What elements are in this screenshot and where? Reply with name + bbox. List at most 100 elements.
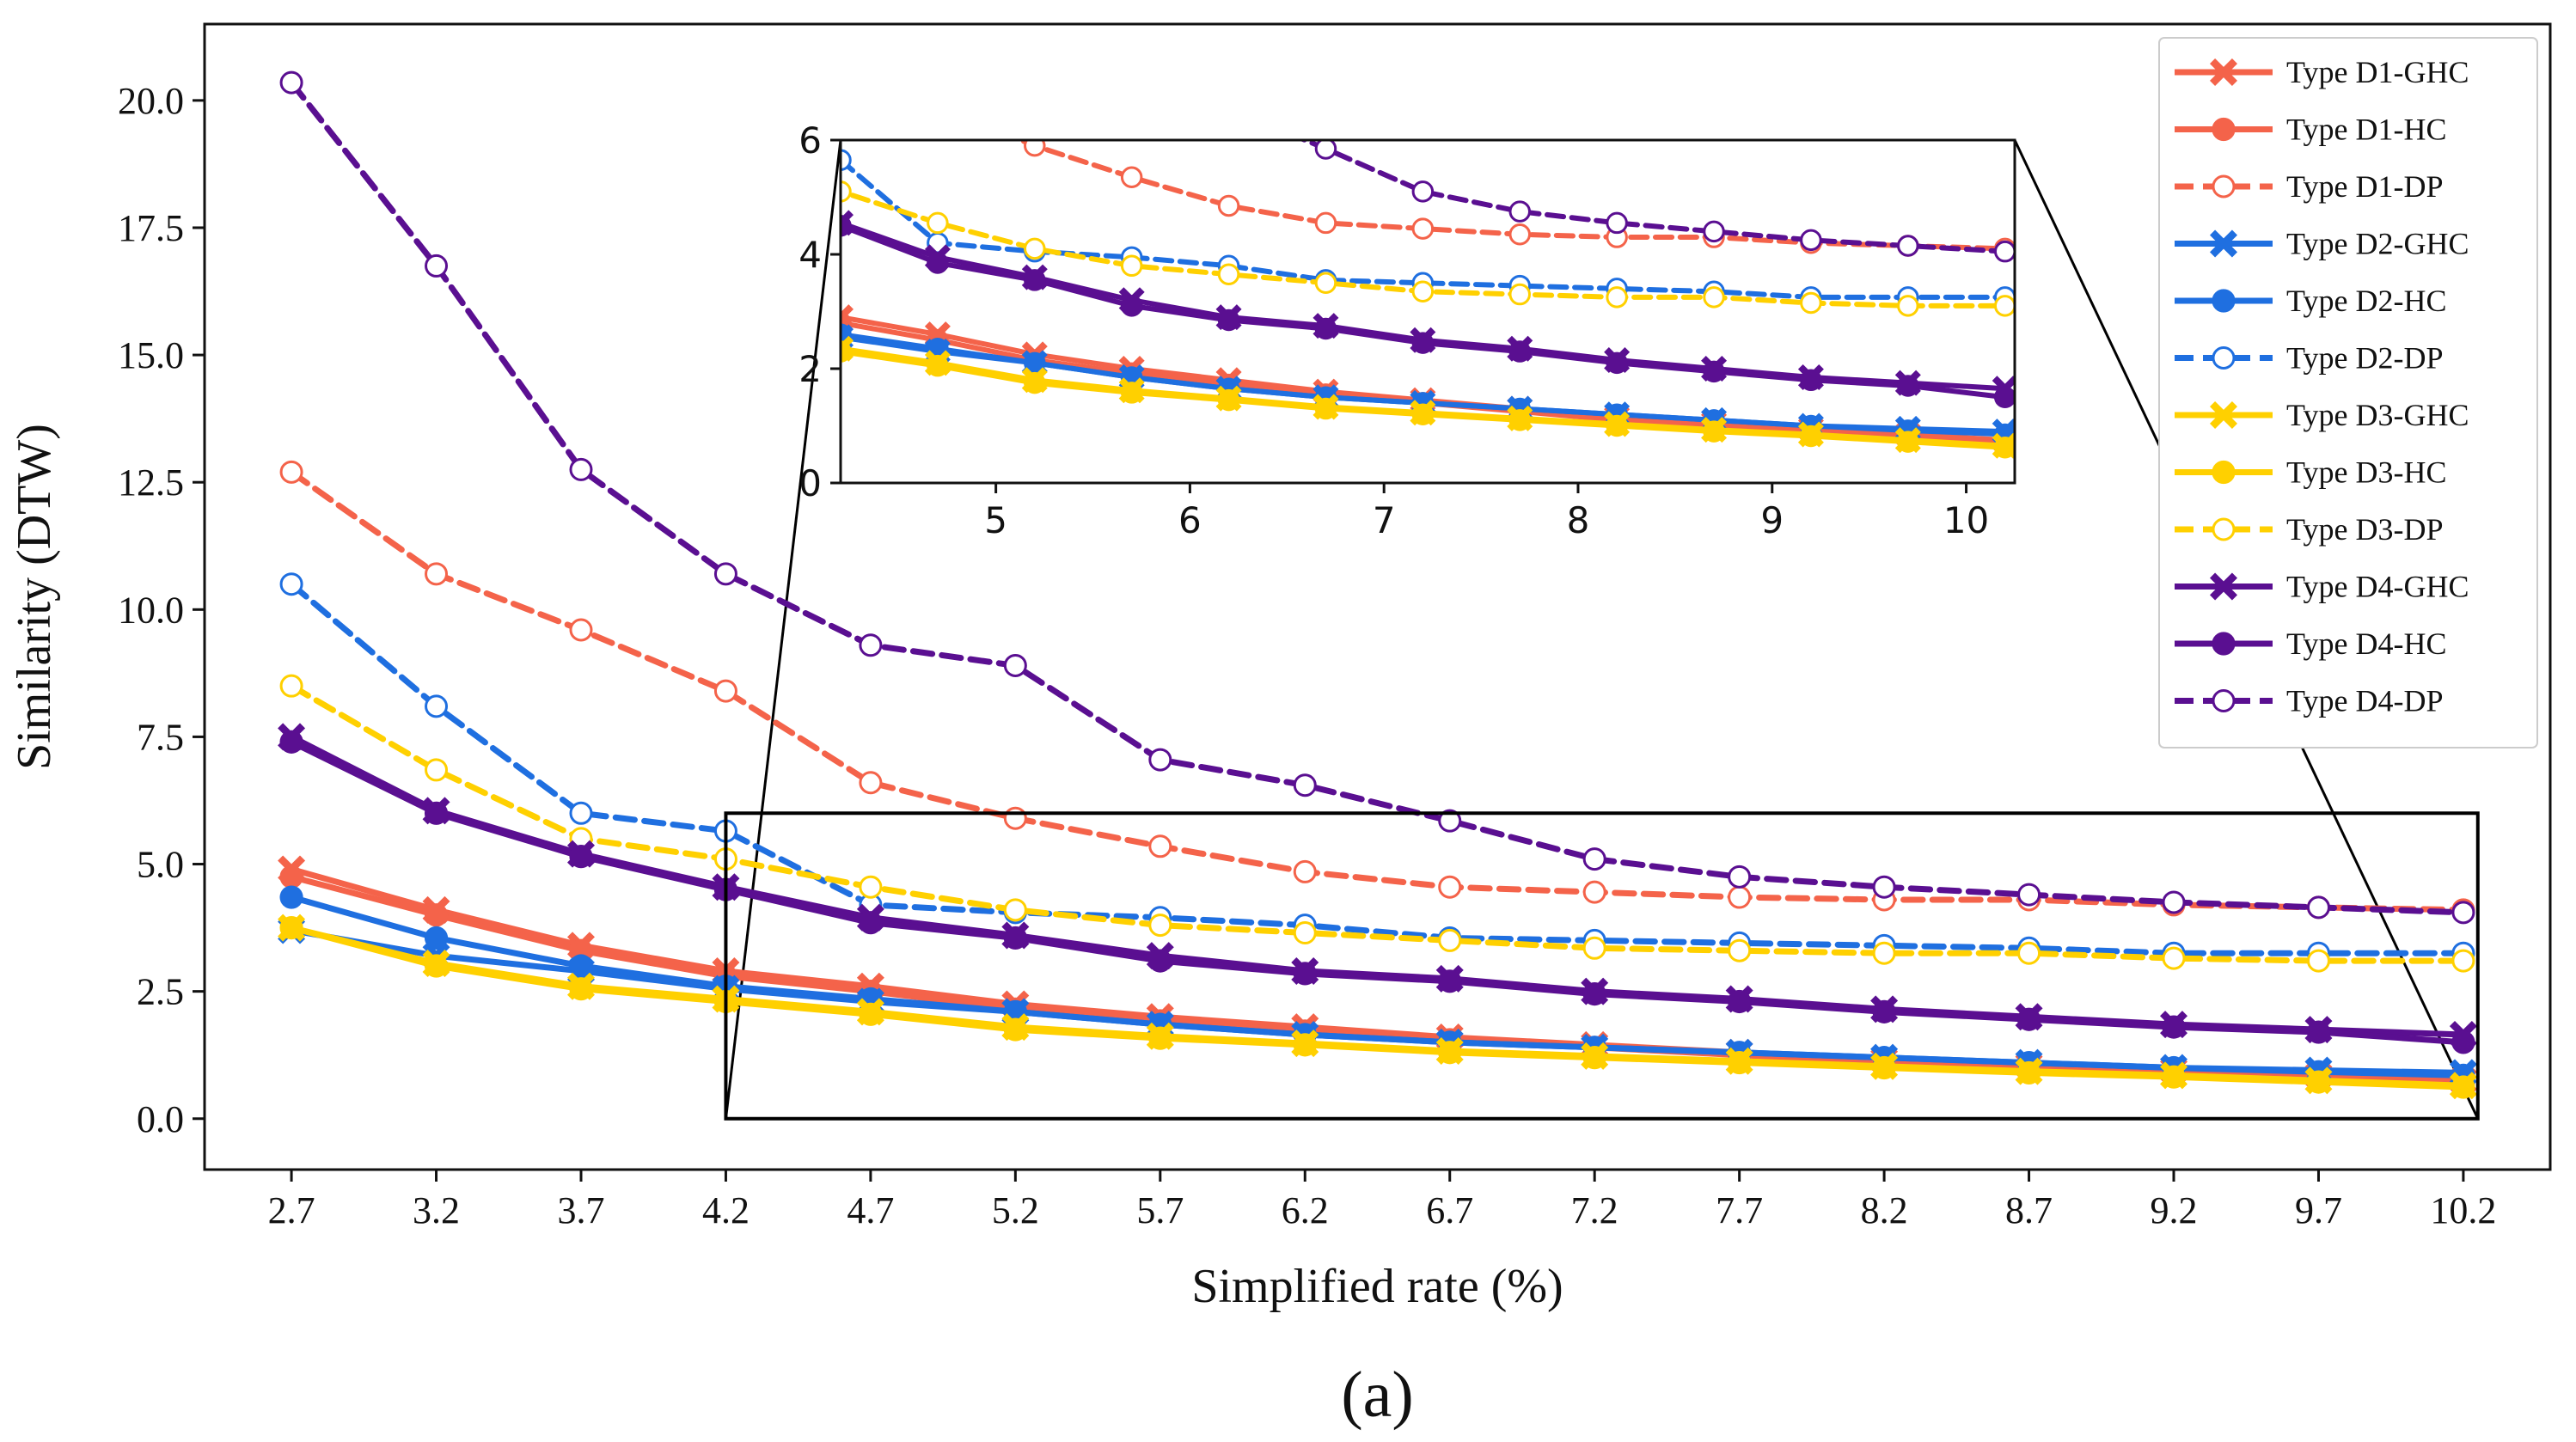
y-tick-label: 5.0 xyxy=(137,844,184,886)
inset-y-tick-label: 0 xyxy=(798,462,822,504)
inset-point-type-d1-dp xyxy=(1508,223,1531,246)
legend-label-type-d3-dp: Type D3-DP xyxy=(2286,512,2443,547)
inset-line-type-d2-hc xyxy=(841,332,2008,437)
point-type-d4-hc xyxy=(859,911,883,935)
legend-item-type-d3-ghc: Type D3-GHC xyxy=(2175,398,2469,432)
point-type-d4-hc xyxy=(2306,1020,2331,1044)
point-type-d4-hc xyxy=(1438,969,1462,993)
point-type-d3-hc xyxy=(1582,1046,1606,1070)
x-tick-label: 9.7 xyxy=(2295,1189,2342,1231)
point-type-d3-hc xyxy=(2016,1060,2041,1085)
inset-point-type-d3-dp xyxy=(1314,272,1337,294)
point-type-d2-hc xyxy=(424,926,449,950)
inset-series-type-d4-dp xyxy=(1298,140,2015,263)
series-type-d3-dp xyxy=(279,674,2475,973)
point-type-d3-hc xyxy=(279,915,303,940)
inset-point-type-d3-hc xyxy=(1024,371,1046,394)
inset-line-type-d4-hc xyxy=(841,223,2008,400)
inset-point-type-d4-hc xyxy=(1508,340,1531,363)
point-type-d4-dp xyxy=(279,70,303,95)
point-type-d1-hc xyxy=(424,903,449,927)
inset-point-type-d3-hc xyxy=(1703,420,1725,443)
legend-marker-type-d4-hc xyxy=(2212,632,2236,656)
x-tick-label: 7.2 xyxy=(1571,1189,1618,1231)
inset-point-type-d4-dp xyxy=(1411,180,1435,203)
point-type-d3-dp xyxy=(2162,946,2186,970)
x-tick-label: 5.2 xyxy=(992,1189,1039,1231)
point-type-d4-dp xyxy=(1872,875,1896,899)
y-tick-label: 15.0 xyxy=(118,334,184,376)
x-tick-label: 6.2 xyxy=(1282,1189,1329,1231)
zoom-region-box xyxy=(724,811,2480,1121)
legend-label-type-d2-ghc: Type D2-GHC xyxy=(2286,227,2469,261)
main-plot-frame xyxy=(203,22,2552,1171)
legend-marker-type-d3-hc xyxy=(2212,460,2236,485)
legend-marker-type-d2-hc xyxy=(2212,289,2236,313)
line-type-d3-dp xyxy=(288,682,2467,964)
point-type-d1-dp xyxy=(1438,875,1462,899)
legend-item-type-d3-hc: Type D3-HC xyxy=(2175,455,2446,490)
y-tick-label: 7.5 xyxy=(137,716,184,758)
line-type-d4-dp xyxy=(288,79,2467,916)
point-type-d3-hc xyxy=(1728,1050,1752,1075)
point-type-d4-hc xyxy=(1003,926,1027,950)
x-tick-label: 4.2 xyxy=(702,1189,750,1231)
point-type-d3-hc xyxy=(1293,1033,1317,1057)
point-type-d4-hc xyxy=(2162,1015,2186,1039)
inset-point-type-d3-hc xyxy=(1897,431,1919,453)
inset-point-type-d4-hc xyxy=(1606,351,1628,375)
inset-x-tick-label: 7 xyxy=(1373,499,1396,541)
point-type-d3-dp xyxy=(1582,936,1606,960)
point-type-d3-hc xyxy=(569,977,593,1001)
inset-point-type-d3-dp xyxy=(1897,295,1919,317)
legend-marker-type-d4-ghc xyxy=(2210,572,2237,601)
inset-series-group xyxy=(841,140,2015,459)
line-type-d1-dp xyxy=(288,468,2467,913)
point-type-d4-hc xyxy=(1148,949,1172,973)
legend-marker-type-d2-dp xyxy=(2212,346,2236,370)
inset-x-tick-label: 5 xyxy=(984,499,1007,541)
inset-series-type-d3-hc xyxy=(841,340,2015,459)
inset-point-type-d2-dp xyxy=(841,149,852,172)
point-type-d1-dp xyxy=(279,460,303,484)
legend-item-type-d2-dp: Type D2-DP xyxy=(2175,341,2443,376)
inset-point-type-d4-hc xyxy=(1120,295,1143,317)
series-type-d4-dp xyxy=(279,70,2475,925)
inset-point-type-d4-dp xyxy=(1606,211,1628,235)
point-type-d4-dp xyxy=(713,562,737,586)
point-type-d3-hc xyxy=(1438,1041,1462,1065)
inset-frame xyxy=(839,138,2016,485)
legend-marker-type-d4-dp xyxy=(2212,689,2236,712)
point-type-d4-dp xyxy=(569,457,593,481)
legend-item-type-d1-ghc: Type D1-GHC xyxy=(2175,55,2469,89)
point-type-d4-hc xyxy=(1582,982,1606,1006)
point-type-d4-hc xyxy=(424,801,449,825)
inset-point-type-d2-hc xyxy=(1024,351,1046,375)
line-type-d2-hc xyxy=(288,894,2467,1078)
inset-point-type-d4-dp xyxy=(1993,240,2015,263)
x-tick-label: 7.7 xyxy=(1716,1189,1763,1231)
legend-marker-type-d3-ghc xyxy=(2210,401,2237,429)
x-tick-label: 8.7 xyxy=(2005,1189,2053,1231)
zoom-connector-left xyxy=(724,139,842,1119)
inset-point-type-d3-dp xyxy=(1217,263,1240,286)
point-type-d4-hc xyxy=(1293,962,1317,986)
x-tick-label: 6.7 xyxy=(1426,1189,1473,1231)
inset-point-type-d3-dp xyxy=(1800,291,1822,315)
point-type-d4-dp xyxy=(859,633,883,657)
legend-label-type-d4-hc: Type D4-HC xyxy=(2286,626,2446,661)
legend-marker-type-d2-ghc xyxy=(2210,229,2237,258)
series-type-d3-hc xyxy=(279,915,2475,1099)
figure-caption: (a) xyxy=(1341,1359,1413,1431)
x-tick-label: 9.2 xyxy=(2151,1189,2198,1231)
inset-point-type-d4-hc xyxy=(1217,309,1240,332)
x-tick-label: 3.7 xyxy=(557,1189,604,1231)
point-type-d4-hc xyxy=(2451,1030,2475,1054)
point-type-d1-dp xyxy=(1003,806,1027,830)
point-type-d2-dp xyxy=(279,572,303,596)
point-type-d1-dp xyxy=(713,679,737,703)
inset-point-type-d3-hc xyxy=(1508,409,1531,431)
y-tick-label: 17.5 xyxy=(118,207,184,249)
inset-x-tick-label: 9 xyxy=(1760,499,1784,541)
